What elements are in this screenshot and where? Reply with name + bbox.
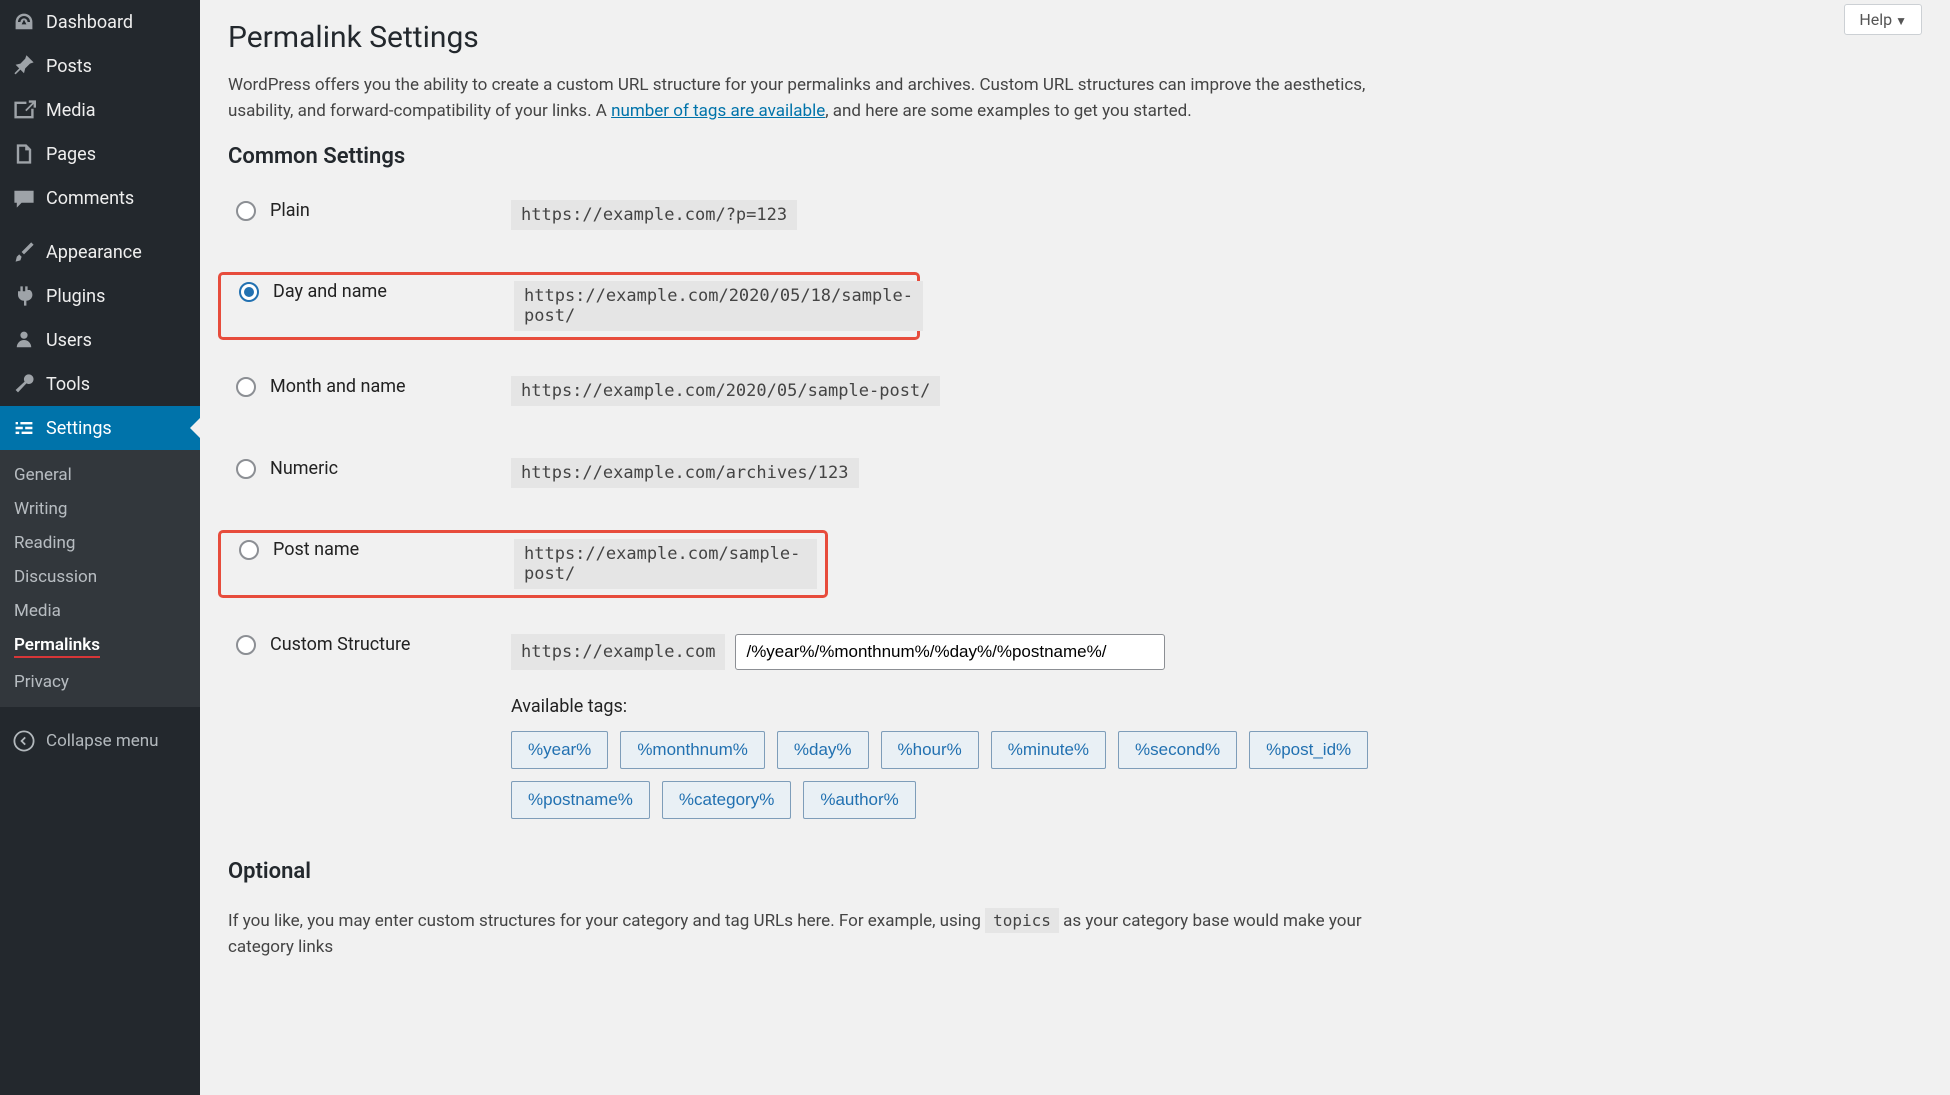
radio-post-name[interactable] (239, 540, 259, 560)
tag-postname[interactable]: %postname% (511, 781, 650, 819)
radio-label: Month and name (270, 376, 406, 397)
brush-icon (12, 240, 36, 264)
submenu-writing[interactable]: Writing (0, 492, 200, 526)
sidebar-label: Posts (46, 56, 92, 77)
sidebar-label: Settings (46, 418, 112, 439)
admin-sidebar: Dashboard Posts Media Pages Comments App… (0, 0, 200, 1095)
sidebar-item-tools[interactable]: Tools (0, 362, 200, 406)
radio-numeric[interactable] (236, 459, 256, 479)
option-month-name: Month and name https://example.com/2020/… (228, 370, 1922, 412)
radio-label: Numeric (270, 458, 338, 479)
tag-year[interactable]: %year% (511, 731, 608, 769)
sidebar-item-comments[interactable]: Comments (0, 176, 200, 220)
submenu-permalinks[interactable]: Permalinks (0, 628, 200, 665)
sidebar-label: Appearance (46, 242, 142, 263)
option-post-name: Post name https://example.com/sample-pos… (218, 530, 828, 598)
comments-icon (12, 186, 36, 210)
submenu-discussion[interactable]: Discussion (0, 560, 200, 594)
url-example: https://example.com/2020/05/sample-post/ (511, 376, 940, 406)
submenu-privacy[interactable]: Privacy (0, 665, 200, 699)
optional-heading: Optional (228, 859, 1922, 884)
tag-monthnum[interactable]: %monthnum% (620, 731, 765, 769)
dashboard-icon (12, 10, 36, 34)
radio-label: Post name (273, 539, 359, 560)
main-content: Help Permalink Settings WordPress offers… (200, 0, 1950, 1095)
sliders-icon (12, 416, 36, 440)
radio-label: Day and name (273, 281, 387, 302)
tag-author[interactable]: %author% (803, 781, 915, 819)
submenu-media[interactable]: Media (0, 594, 200, 628)
plug-icon (12, 284, 36, 308)
intro-text: WordPress offers you the ability to crea… (228, 73, 1408, 124)
media-icon (12, 98, 36, 122)
radio-label: Custom Structure (270, 634, 410, 655)
sidebar-item-plugins[interactable]: Plugins (0, 274, 200, 318)
sidebar-item-media[interactable]: Media (0, 88, 200, 132)
radio-plain[interactable] (236, 201, 256, 221)
radio-custom[interactable] (236, 635, 256, 655)
tag-second[interactable]: %second% (1118, 731, 1237, 769)
sidebar-label: Dashboard (46, 12, 133, 33)
url-example: https://example.com/?p=123 (511, 200, 797, 230)
sidebar-item-pages[interactable]: Pages (0, 132, 200, 176)
sidebar-label: Pages (46, 144, 96, 165)
collapse-menu[interactable]: Collapse menu (0, 717, 200, 765)
radio-month-name[interactable] (236, 377, 256, 397)
radio-label: Plain (270, 200, 310, 221)
tags-wrap: %year% %monthnum% %day% %hour% %minute% … (511, 731, 1411, 819)
sidebar-item-users[interactable]: Users (0, 318, 200, 362)
collapse-icon (12, 729, 36, 753)
users-icon (12, 328, 36, 352)
option-day-name: Day and name https://example.com/2020/05… (218, 272, 920, 340)
help-tab[interactable]: Help (1844, 4, 1922, 35)
available-tags-label: Available tags: (511, 696, 1922, 717)
collapse-label: Collapse menu (46, 731, 159, 751)
url-example: https://example.com/sample-post/ (514, 539, 817, 589)
tag-hour[interactable]: %hour% (881, 731, 979, 769)
sidebar-item-posts[interactable]: Posts (0, 44, 200, 88)
tag-post-id[interactable]: %post_id% (1249, 731, 1368, 769)
option-plain: Plain https://example.com/?p=123 (228, 194, 1922, 236)
optional-desc: If you like, you may enter custom struct… (228, 909, 1408, 960)
custom-structure-input[interactable] (735, 634, 1165, 670)
sidebar-item-settings[interactable]: Settings (0, 406, 200, 450)
custom-base-url: https://example.com (511, 634, 725, 670)
wrench-icon (12, 372, 36, 396)
submenu-reading[interactable]: Reading (0, 526, 200, 560)
tag-minute[interactable]: %minute% (991, 731, 1106, 769)
tag-day[interactable]: %day% (777, 731, 869, 769)
sidebar-label: Media (46, 100, 96, 121)
sidebar-label: Users (46, 330, 92, 351)
url-example: https://example.com/archives/123 (511, 458, 859, 488)
sidebar-label: Tools (46, 374, 90, 395)
common-settings-heading: Common Settings (228, 144, 1922, 169)
sidebar-label: Plugins (46, 286, 105, 307)
page-title: Permalink Settings (228, 0, 1922, 55)
tags-link[interactable]: number of tags are available (611, 101, 825, 121)
url-example: https://example.com/2020/05/18/sample-po… (514, 281, 923, 331)
option-custom: Custom Structure https://example.com (228, 628, 1922, 676)
option-numeric: Numeric https://example.com/archives/123 (228, 452, 1922, 494)
settings-submenu: General Writing Reading Discussion Media… (0, 450, 200, 707)
radio-day-name[interactable] (239, 282, 259, 302)
submenu-general[interactable]: General (0, 458, 200, 492)
tag-category[interactable]: %category% (662, 781, 791, 819)
pages-icon (12, 142, 36, 166)
sidebar-label: Comments (46, 188, 134, 209)
code-topics: topics (985, 908, 1059, 933)
pin-icon (12, 54, 36, 78)
sidebar-item-appearance[interactable]: Appearance (0, 230, 200, 274)
sidebar-item-dashboard[interactable]: Dashboard (0, 0, 200, 44)
